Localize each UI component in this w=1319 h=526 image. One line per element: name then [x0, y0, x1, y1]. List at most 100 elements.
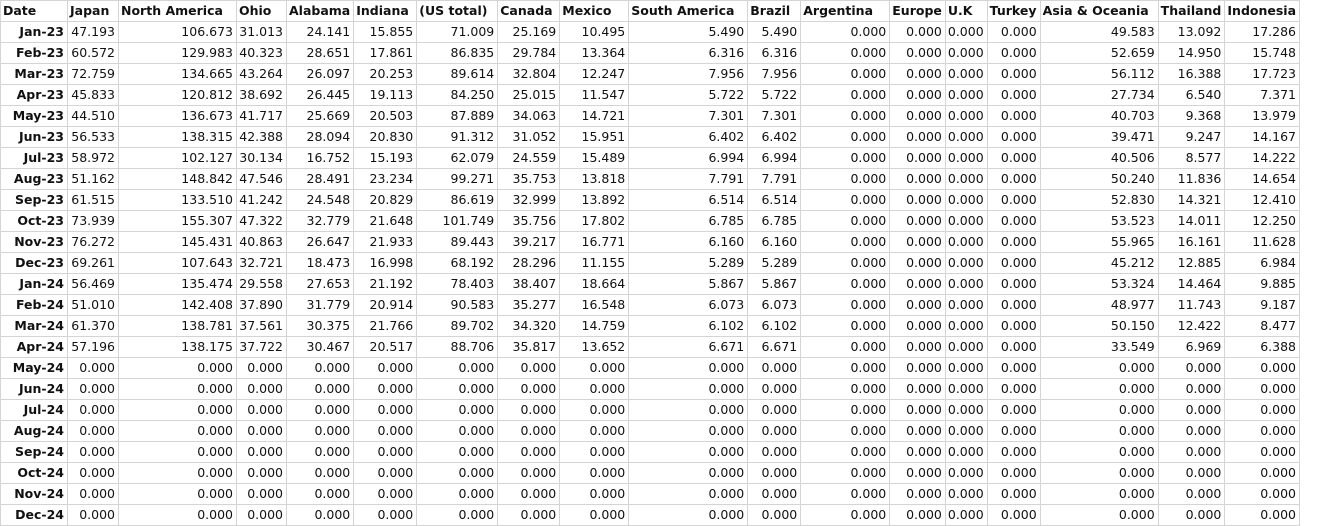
value-cell[interactable]: 0.000: [986, 273, 1041, 295]
value-cell[interactable]: 0.000: [800, 378, 891, 400]
value-cell[interactable]: 45.212: [1039, 252, 1159, 274]
value-cell[interactable]: 0.000: [747, 357, 802, 379]
column-header[interactable]: Argentina: [800, 0, 891, 22]
value-cell[interactable]: 39.217: [497, 231, 561, 253]
value-cell[interactable]: 138.175: [118, 336, 237, 358]
value-cell[interactable]: 42.388: [236, 126, 287, 148]
value-cell[interactable]: 28.491: [285, 168, 355, 190]
value-cell[interactable]: 5.867: [628, 273, 749, 295]
value-cell[interactable]: 34.063: [497, 105, 561, 127]
value-cell[interactable]: 0.000: [628, 483, 749, 505]
column-header[interactable]: U.K: [944, 0, 988, 22]
value-cell[interactable]: 0.000: [747, 462, 802, 484]
value-cell[interactable]: 11.547: [559, 84, 630, 106]
value-cell[interactable]: 0.000: [118, 420, 237, 442]
value-cell[interactable]: 138.315: [118, 126, 237, 148]
value-cell[interactable]: 0.000: [944, 231, 988, 253]
value-cell[interactable]: 17.723: [1224, 63, 1301, 85]
value-cell[interactable]: 10.495: [559, 21, 630, 43]
value-cell[interactable]: 25.669: [285, 105, 355, 127]
column-header[interactable]: Brazil: [747, 0, 802, 22]
value-cell[interactable]: 0.000: [800, 483, 891, 505]
value-cell[interactable]: 0.000: [416, 462, 499, 484]
value-cell[interactable]: 14.321: [1157, 189, 1226, 211]
value-cell[interactable]: 0.000: [559, 399, 630, 421]
value-cell[interactable]: 6.073: [628, 294, 749, 316]
date-cell[interactable]: Jan-24: [0, 273, 68, 295]
value-cell[interactable]: 16.752: [285, 147, 355, 169]
value-cell[interactable]: 53.523: [1039, 210, 1159, 232]
value-cell[interactable]: 0.000: [1039, 399, 1159, 421]
value-cell[interactable]: 9.368: [1157, 105, 1226, 127]
value-cell[interactable]: 51.010: [67, 294, 119, 316]
value-cell[interactable]: 0.000: [889, 357, 946, 379]
value-cell[interactable]: 0.000: [353, 504, 418, 526]
value-cell[interactable]: 0.000: [986, 294, 1041, 316]
value-cell[interactable]: 6.514: [628, 189, 749, 211]
value-cell[interactable]: 0.000: [944, 105, 988, 127]
value-cell[interactable]: 16.548: [559, 294, 630, 316]
value-cell[interactable]: 86.619: [416, 189, 499, 211]
value-cell[interactable]: 0.000: [353, 441, 418, 463]
value-cell[interactable]: 71.009: [416, 21, 499, 43]
value-cell[interactable]: 61.370: [67, 315, 119, 337]
value-cell[interactable]: 0.000: [800, 231, 891, 253]
value-cell[interactable]: 24.548: [285, 189, 355, 211]
value-cell[interactable]: 5.722: [628, 84, 749, 106]
value-cell[interactable]: 0.000: [944, 315, 988, 337]
value-cell[interactable]: 6.969: [1157, 336, 1226, 358]
value-cell[interactable]: 47.322: [236, 210, 287, 232]
value-cell[interactable]: 0.000: [628, 420, 749, 442]
value-cell[interactable]: 0.000: [747, 420, 802, 442]
value-cell[interactable]: 32.779: [285, 210, 355, 232]
value-cell[interactable]: 6.785: [747, 210, 802, 232]
value-cell[interactable]: 0.000: [944, 462, 988, 484]
value-cell[interactable]: 0.000: [285, 441, 355, 463]
value-cell[interactable]: 89.702: [416, 315, 499, 337]
value-cell[interactable]: 11.836: [1157, 168, 1226, 190]
value-cell[interactable]: 0.000: [67, 462, 119, 484]
value-cell[interactable]: 0.000: [497, 357, 561, 379]
value-cell[interactable]: 87.889: [416, 105, 499, 127]
value-cell[interactable]: 0.000: [285, 462, 355, 484]
date-cell[interactable]: Apr-24: [0, 336, 68, 358]
value-cell[interactable]: 23.234: [353, 168, 418, 190]
value-cell[interactable]: 0.000: [628, 462, 749, 484]
value-cell[interactable]: 12.422: [1157, 315, 1226, 337]
value-cell[interactable]: 0.000: [986, 84, 1041, 106]
value-cell[interactable]: 0.000: [416, 483, 499, 505]
value-cell[interactable]: 0.000: [1039, 357, 1159, 379]
value-cell[interactable]: 37.561: [236, 315, 287, 337]
value-cell[interactable]: 0.000: [889, 84, 946, 106]
value-cell[interactable]: 13.979: [1224, 105, 1301, 127]
value-cell[interactable]: 16.388: [1157, 63, 1226, 85]
value-cell[interactable]: 5.289: [628, 252, 749, 274]
value-cell[interactable]: 5.867: [747, 273, 802, 295]
value-cell[interactable]: 0.000: [353, 399, 418, 421]
value-cell[interactable]: 0.000: [986, 189, 1041, 211]
value-cell[interactable]: 0.000: [986, 420, 1041, 442]
value-cell[interactable]: 0.000: [628, 357, 749, 379]
value-cell[interactable]: 52.659: [1039, 42, 1159, 64]
value-cell[interactable]: 0.000: [67, 420, 119, 442]
value-cell[interactable]: 35.817: [497, 336, 561, 358]
value-cell[interactable]: 0.000: [236, 378, 287, 400]
value-cell[interactable]: 0.000: [986, 168, 1041, 190]
value-cell[interactable]: 0.000: [889, 189, 946, 211]
value-cell[interactable]: 0.000: [1224, 504, 1301, 526]
date-cell[interactable]: Oct-24: [0, 462, 68, 484]
value-cell[interactable]: 0.000: [800, 441, 891, 463]
value-cell[interactable]: 0.000: [559, 462, 630, 484]
value-cell[interactable]: 55.965: [1039, 231, 1159, 253]
value-cell[interactable]: 0.000: [944, 21, 988, 43]
value-cell[interactable]: 68.192: [416, 252, 499, 274]
value-cell[interactable]: 89.443: [416, 231, 499, 253]
value-cell[interactable]: 0.000: [559, 441, 630, 463]
value-cell[interactable]: 89.614: [416, 63, 499, 85]
value-cell[interactable]: 9.885: [1224, 273, 1301, 295]
date-cell[interactable]: Jun-24: [0, 378, 68, 400]
value-cell[interactable]: 27.653: [285, 273, 355, 295]
value-cell[interactable]: 0.000: [236, 420, 287, 442]
value-cell[interactable]: 0.000: [800, 273, 891, 295]
date-cell[interactable]: Dec-23: [0, 252, 68, 274]
